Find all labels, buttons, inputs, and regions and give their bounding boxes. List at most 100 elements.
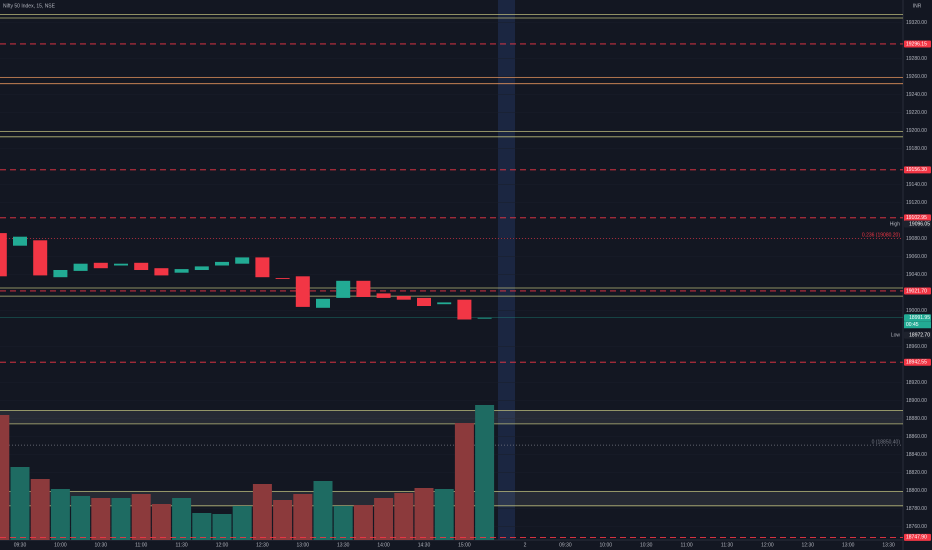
volume-bar	[252, 484, 272, 540]
price-name: Low	[891, 332, 901, 338]
volume-bar	[91, 498, 111, 540]
volume-bar	[111, 498, 131, 540]
x-tick-label: 2	[524, 542, 527, 548]
x-tick-label: 10:30	[640, 542, 653, 548]
candle-body	[13, 236, 27, 246]
level-badge	[904, 358, 931, 366]
candle-body	[437, 302, 452, 305]
y-tick-label: 19220.00	[906, 110, 927, 116]
volume-bar	[131, 494, 151, 540]
candle-body	[477, 317, 492, 319]
volume-bar	[293, 494, 313, 540]
volume-bar	[313, 481, 333, 540]
y-tick-label: 18840.00	[906, 452, 927, 458]
level-badge	[904, 287, 931, 295]
x-tick-label: 11:00	[135, 542, 147, 548]
x-tick-label: 13:00	[842, 542, 855, 548]
y-tick-label: 19240.00	[906, 92, 927, 98]
volume-bar	[172, 498, 192, 540]
candle-body	[194, 266, 209, 270]
volume-bar	[0, 415, 10, 540]
y-tick-label: 19280.00	[906, 56, 927, 62]
y-tick-label: 18960.00	[906, 344, 927, 350]
y-tick-label: 19120.00	[906, 200, 927, 206]
y-tick-label: 18880.00	[906, 416, 927, 422]
price-label: 18972.70	[909, 332, 930, 338]
level-label: 19102.95	[906, 215, 927, 221]
x-tick-label: 12:00	[761, 542, 774, 548]
level-badge	[904, 166, 931, 174]
volume-bar	[232, 506, 252, 540]
x-tick-label: 13:00	[297, 542, 310, 548]
chart-title: Nifty 50 Index, 15, NSE	[3, 3, 56, 9]
currency: INR	[913, 3, 922, 9]
fib-label: 0.236 (19080.20)	[862, 233, 900, 239]
x-tick-label: 13:30	[882, 542, 895, 548]
y-tick-label: 18920.00	[906, 380, 927, 386]
candle-body	[376, 293, 391, 298]
x-tick-label: 11:30	[721, 542, 733, 548]
x-tick-label: 11:00	[681, 542, 693, 548]
x-tick-label: 14:00	[377, 542, 390, 548]
y-tick-label: 19000.00	[906, 308, 927, 314]
level-label: 19021.70	[906, 288, 927, 294]
volume-bar	[71, 496, 91, 540]
candle-body	[215, 261, 229, 266]
level-label: 18747.90	[906, 535, 927, 541]
x-tick-label: 15:00	[458, 542, 471, 548]
candle-body	[93, 262, 108, 269]
countdown-badge	[904, 321, 931, 329]
volume-bar	[333, 506, 353, 540]
candle-body	[174, 269, 189, 273]
y-tick-label: 18860.00	[906, 434, 927, 440]
session-highlight	[498, 0, 515, 540]
level-label: 18942.55	[906, 360, 927, 366]
level-badge	[904, 533, 931, 541]
volume-bar	[10, 467, 30, 540]
y-tick-label: 19140.00	[906, 182, 927, 188]
price-label: 19096.05	[909, 221, 930, 227]
volume-bar	[30, 479, 50, 540]
x-tick-label: 13:30	[337, 542, 350, 548]
volume-bar	[414, 488, 434, 540]
y-tick-label: 19180.00	[906, 146, 927, 152]
price-badge	[904, 331, 931, 339]
candle-body	[417, 297, 431, 306]
y-tick-label: 18820.00	[906, 470, 927, 476]
volume-bar	[151, 504, 171, 540]
candle-body	[235, 257, 250, 264]
price-badge	[904, 314, 931, 322]
volume-bar	[394, 493, 414, 540]
x-tick-label: 12:00	[216, 542, 229, 548]
candle-body	[114, 263, 128, 266]
countdown: 00:45	[906, 322, 919, 328]
y-tick-label: 19320.00	[906, 20, 927, 26]
x-tick-label: 10:30	[95, 542, 108, 548]
volume-bar	[212, 514, 232, 540]
level-label: 19296.15	[906, 41, 927, 47]
candle-body	[295, 276, 310, 307]
candle-body	[53, 270, 68, 278]
candle-body	[33, 240, 48, 276]
x-tick-label: 09:30	[559, 542, 572, 548]
x-tick-label: 10:00	[600, 542, 613, 548]
x-tick-label: 12:30	[256, 542, 269, 548]
price-name: High	[890, 221, 901, 227]
volume-bar	[374, 498, 394, 540]
candle-body	[134, 262, 149, 270]
y-tick-label: 19080.00	[906, 236, 927, 242]
volume-bar	[273, 500, 293, 540]
zone-fill	[0, 410, 903, 424]
candle-body	[457, 299, 472, 320]
level-badge	[904, 214, 931, 222]
y-tick-label: 18900.00	[906, 398, 927, 404]
candle-body	[0, 233, 7, 277]
candle-body	[275, 278, 290, 279]
candle-body	[154, 268, 169, 276]
volume-bar	[192, 513, 212, 540]
volume-bar	[50, 489, 70, 540]
y-tick-label: 19040.00	[906, 272, 927, 278]
x-tick-label: 14:30	[418, 542, 431, 548]
candle-body	[356, 280, 371, 297]
y-tick-label: 18780.00	[906, 506, 927, 512]
